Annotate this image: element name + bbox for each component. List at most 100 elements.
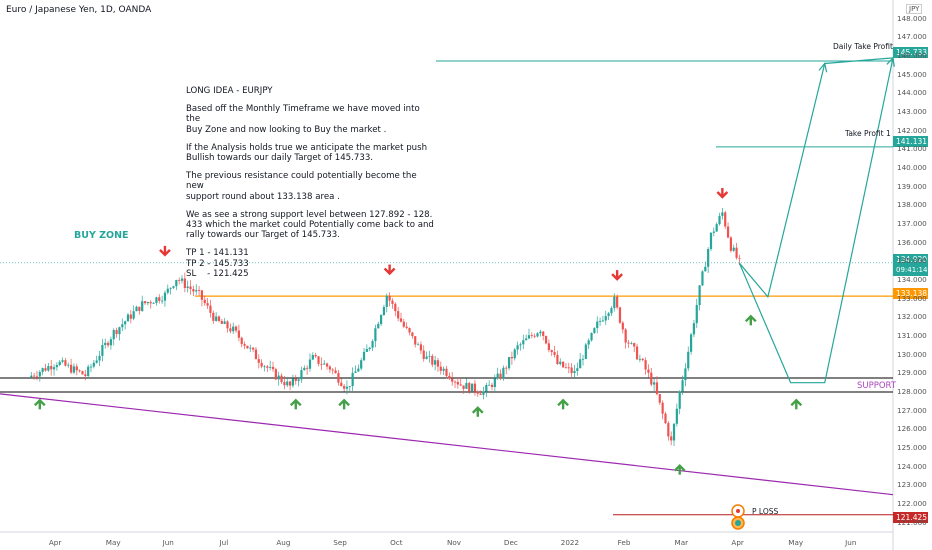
candle-body xyxy=(613,296,616,309)
y-tick-label: 137.000 xyxy=(897,219,927,228)
candle-body xyxy=(254,349,258,360)
candle-body xyxy=(274,369,277,380)
candle-body xyxy=(175,279,178,287)
candle-body xyxy=(505,367,508,369)
y-tick-label: 144.000 xyxy=(897,88,927,98)
candle-body xyxy=(522,340,525,345)
candle-body xyxy=(271,366,275,370)
candle-body xyxy=(448,375,451,379)
candle-body xyxy=(306,367,309,369)
candle-body xyxy=(288,381,292,386)
candle-body xyxy=(280,375,283,382)
x-tick-label: Jun xyxy=(162,538,174,547)
candle-body xyxy=(317,356,320,364)
candle-body xyxy=(115,330,118,335)
candle-body xyxy=(84,374,87,377)
candle-body xyxy=(618,307,622,323)
y-tick-label: 128.000 xyxy=(897,387,927,396)
y-tick-label: 136.000 xyxy=(897,237,927,247)
candle-body xyxy=(180,278,184,281)
candle-body xyxy=(638,358,641,360)
down-arrow-marker xyxy=(611,273,623,281)
note-paragraph-3: The previous resistance could potentiall… xyxy=(186,171,417,202)
candle-body xyxy=(243,344,246,346)
y-tick-label: 130.000 xyxy=(897,349,927,359)
candle-body xyxy=(470,383,474,392)
candle-body xyxy=(516,345,519,350)
candle-body xyxy=(507,357,511,369)
note-sl: SL - 121.425 xyxy=(186,268,249,279)
candle-body xyxy=(715,224,718,232)
candle-body xyxy=(408,328,411,333)
candle-body xyxy=(621,322,624,330)
candle-body xyxy=(385,295,388,307)
candle-body xyxy=(473,383,477,392)
candle-body xyxy=(351,372,354,387)
candle-body xyxy=(388,295,391,301)
candle-body xyxy=(451,378,454,382)
tag-daily-tp: 145.733 xyxy=(893,47,928,58)
candle-body xyxy=(354,371,357,373)
candle-body xyxy=(294,378,297,381)
candle-body xyxy=(286,381,289,386)
candle-body xyxy=(186,286,189,288)
candle-body xyxy=(362,351,366,361)
candle-body xyxy=(607,313,610,317)
candle-body xyxy=(436,360,440,367)
candle-body xyxy=(95,360,98,363)
candle-body xyxy=(513,349,516,359)
candle-body xyxy=(653,382,656,385)
up-arrow-marker xyxy=(338,398,350,407)
projection-path xyxy=(738,57,894,384)
tag-current-price: 134.920 xyxy=(893,254,928,265)
candle-body xyxy=(141,301,144,311)
candle-body xyxy=(641,358,644,361)
analysis-note: LONG IDEA - EURJPY Based off the Monthly… xyxy=(186,86,436,279)
up-arrow-marker xyxy=(33,398,46,407)
candle-body xyxy=(493,378,496,388)
candle-body xyxy=(564,367,568,369)
candle-body xyxy=(735,247,738,258)
candle-body xyxy=(431,355,434,365)
candle-body xyxy=(476,391,479,394)
candle-body xyxy=(499,373,502,379)
candle-body xyxy=(72,366,76,373)
stop-loss-label: P LOSS xyxy=(752,507,779,516)
x-tick-label: May xyxy=(788,538,804,547)
tag-resistance: 133.138 xyxy=(893,288,928,299)
candle-body xyxy=(209,305,212,313)
candle-body xyxy=(434,360,437,365)
candle-body xyxy=(283,381,286,386)
y-tick-label: 127.000 xyxy=(897,405,927,415)
candle-body xyxy=(195,290,198,292)
candle-body xyxy=(166,288,169,293)
y-tick-label: 142.000 xyxy=(897,125,927,135)
candle-body xyxy=(348,386,351,387)
y-tick-label: 123.000 xyxy=(897,480,927,490)
candle-body xyxy=(200,290,204,300)
candle-body xyxy=(539,331,542,334)
candle-body xyxy=(732,247,735,251)
candle-body xyxy=(684,368,687,381)
candle-body xyxy=(215,316,218,321)
projection-arrowhead xyxy=(818,62,828,73)
candle-body xyxy=(368,347,371,350)
candle-body xyxy=(47,366,50,371)
currency-badge[interactable]: JPY xyxy=(906,4,923,14)
candle-body xyxy=(459,384,462,386)
candle-body xyxy=(30,375,33,378)
y-tick-label: 122.000 xyxy=(897,499,927,508)
candle-body xyxy=(536,333,539,337)
candle-body xyxy=(112,330,115,340)
candle-body xyxy=(328,366,331,370)
candle-body xyxy=(414,336,417,345)
candle-body xyxy=(52,367,56,370)
candle-body xyxy=(220,320,223,324)
candle-body xyxy=(382,306,386,316)
candle-body xyxy=(445,368,448,376)
candle-body xyxy=(78,370,81,372)
candle-body xyxy=(69,364,73,373)
candle-body xyxy=(55,365,58,368)
candle-body xyxy=(365,349,368,352)
